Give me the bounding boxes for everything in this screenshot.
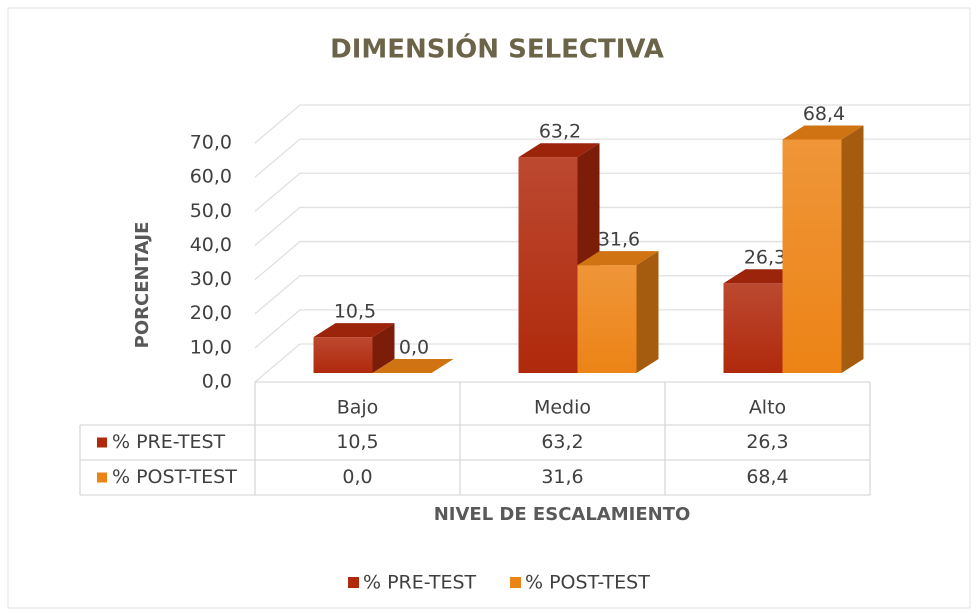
grid-line xyxy=(254,138,970,178)
chart-title: DIMENSIÓN SELECTIVA xyxy=(330,33,664,65)
data-label: 0,0 xyxy=(399,337,429,359)
y-tick-label: 30,0 xyxy=(190,268,232,290)
table-cell: 63,2 xyxy=(541,431,583,453)
table-cell: 68,4 xyxy=(746,466,788,488)
grid-line xyxy=(254,240,970,281)
y-tick-label: 10,0 xyxy=(190,336,232,358)
legend-key xyxy=(97,472,107,483)
x-axis-title: NIVEL DE ESCALAMIENTO xyxy=(434,504,691,525)
legend-label: % POST-TEST xyxy=(525,572,650,594)
table-series-name: % PRE-TEST xyxy=(112,431,226,453)
data-label: 63,2 xyxy=(539,121,581,143)
table-series-name: % POST-TEST xyxy=(112,466,237,488)
y-tick-label: 40,0 xyxy=(190,234,232,256)
bar xyxy=(313,337,373,373)
x-tick-label: Bajo xyxy=(337,397,379,419)
bar xyxy=(723,283,783,373)
bar-side xyxy=(636,251,659,373)
data-label: 31,6 xyxy=(598,229,640,251)
bar-side xyxy=(841,125,864,373)
legend-key xyxy=(348,577,359,588)
bar xyxy=(518,157,578,373)
legend-key xyxy=(97,437,107,448)
y-tick-label: 0,0 xyxy=(202,371,232,393)
y-tick-label: 20,0 xyxy=(190,302,232,324)
table-cell: 10,5 xyxy=(336,431,378,453)
bar xyxy=(577,265,637,373)
data-label: 26,3 xyxy=(744,247,786,269)
bar-top xyxy=(782,125,864,140)
data-label: 10,5 xyxy=(334,301,376,323)
grid-line xyxy=(254,104,970,144)
bar-side xyxy=(372,323,395,373)
table-cell: 31,6 xyxy=(541,466,583,488)
y-tick-label: 60,0 xyxy=(190,166,232,188)
bar-top xyxy=(577,251,659,266)
legend-key xyxy=(510,577,521,588)
table-cell: 0,0 xyxy=(342,466,372,488)
table-cell: 26,3 xyxy=(746,431,788,453)
x-tick-label: Medio xyxy=(534,397,591,419)
legend-label: % PRE-TEST xyxy=(363,572,477,594)
grid-line xyxy=(254,206,970,246)
data-label: 68,4 xyxy=(803,103,845,125)
bar-top xyxy=(518,143,600,158)
bar-top xyxy=(313,323,395,338)
bar-top xyxy=(372,359,454,373)
bar xyxy=(782,139,842,373)
grid-line xyxy=(254,172,970,212)
x-tick-label: Alto xyxy=(749,397,786,419)
y-tick-label: 50,0 xyxy=(190,200,232,222)
y-axis-title: PORCENTAJE xyxy=(132,222,153,349)
y-tick-label: 70,0 xyxy=(190,132,232,154)
